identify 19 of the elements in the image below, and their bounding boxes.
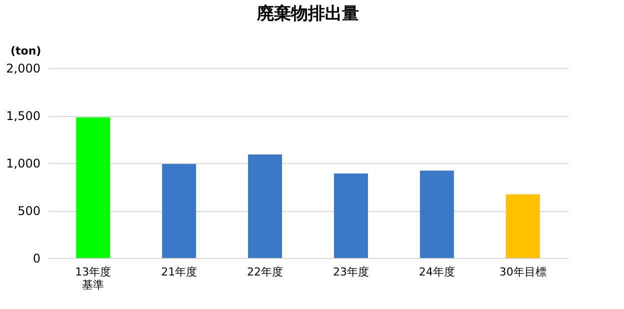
- y-tick-label: 500: [18, 204, 40, 218]
- x-tick-label: 13年度基準: [75, 266, 112, 292]
- chart-title: 廃棄物排出量: [256, 4, 359, 24]
- bar: [334, 173, 368, 258]
- y-tick-label: 1,000: [6, 156, 40, 170]
- bar: [162, 164, 196, 258]
- bar: [506, 194, 540, 258]
- bar: [420, 170, 454, 258]
- x-tick-label: 21年度: [161, 266, 198, 278]
- y-tick-label: 2,000: [6, 62, 40, 76]
- x-tick-label: 24年度: [418, 266, 455, 278]
- y-axis-title: (ton): [10, 44, 42, 58]
- x-tick-label: 23年度: [332, 266, 369, 278]
- y-tick-label: 1,500: [6, 109, 40, 123]
- bar: [248, 154, 282, 258]
- y-tick-label: 0: [32, 252, 40, 266]
- x-tick-label: 22年度: [247, 266, 284, 278]
- bar: [76, 117, 110, 258]
- x-tick-label: 30年目標: [499, 266, 546, 278]
